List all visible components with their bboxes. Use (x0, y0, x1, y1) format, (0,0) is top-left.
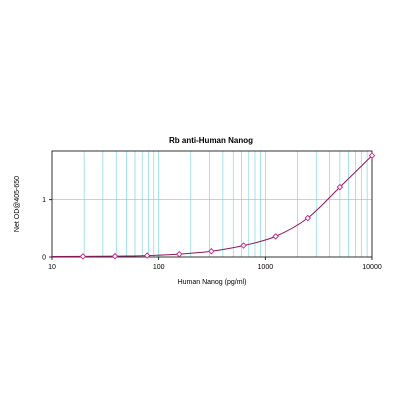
y-tick-label: 0 (42, 255, 46, 262)
plot-frame (51, 150, 373, 258)
x-tick-label: 1000 (258, 264, 274, 271)
fit-curve (51, 155, 373, 258)
grid-lines (52, 151, 372, 257)
data-point (368, 152, 376, 159)
data-point (111, 252, 119, 260)
data-point (208, 248, 215, 255)
data-point (240, 242, 247, 249)
data-points (79, 152, 376, 260)
x-tick-label: 100 (153, 264, 165, 271)
data-point (176, 250, 183, 258)
data-point (272, 233, 279, 240)
y-tick-label: 1 (42, 197, 46, 204)
chart-title: Rb anti-Human Nanog (169, 136, 253, 145)
data-point (79, 253, 87, 260)
series-line (51, 155, 373, 258)
axis-ticks: 10 100 1000 10000 0 1 (42, 197, 382, 271)
y-axis-label: Net OD@405-650 (14, 176, 21, 232)
x-tick-label: 10 (48, 264, 56, 271)
data-point (143, 252, 151, 259)
x-axis-label: Human Nanog (pg/ml) (178, 279, 247, 286)
data-point (304, 214, 312, 222)
x-tick-label: 10000 (362, 264, 382, 271)
data-point (336, 183, 344, 191)
